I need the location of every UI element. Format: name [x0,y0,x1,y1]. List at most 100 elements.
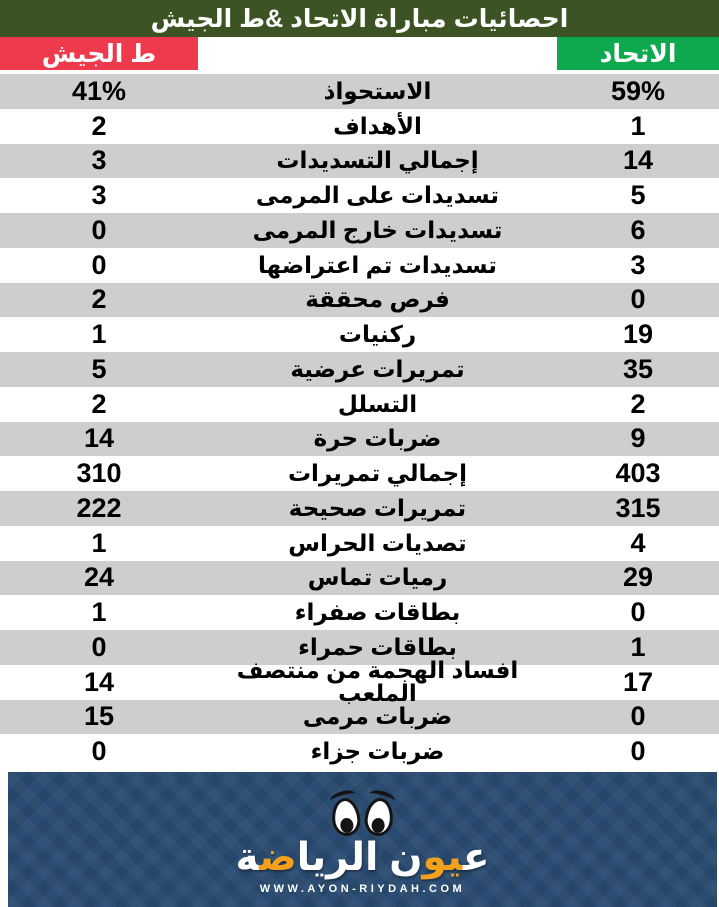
site-logo-text-part: ن [389,836,423,879]
away-value: 1 [91,597,107,628]
home-value: 0 [630,701,646,732]
away-value: 15 [83,701,115,732]
stat-label: تمريرات عرضية [290,355,465,382]
stat-row: 222 تمريرات صحيحة 315 [0,491,719,526]
site-logo-text-part [378,836,389,879]
stat-label: الاستحواذ [323,77,432,104]
away-value: 0 [91,249,107,280]
page-title: احصائيات مباراة الاتحاد &ط الجيش [150,4,569,33]
stat-row: 1 ركنيات 19 [0,317,719,352]
stat-row: 2 التسلل 2 [0,386,719,422]
home-value: 2 [630,388,646,419]
home-value: 4 [630,527,646,558]
stat-label: ضربات مرمى [302,703,453,730]
left-pupil-icon [339,817,355,834]
stat-row: 5 تمريرات عرضية 35 [0,352,719,387]
away-value: 0 [91,631,107,662]
stat-label: ضربات حرة [313,425,442,452]
stat-label: إجمالي التسديدات [276,147,479,174]
stat-row: 1 تصديات الحراس 4 [0,525,719,561]
page-title-bar: احصائيات مباراة الاتحاد &ط الجيش [0,0,719,37]
home-value: 17 [622,666,654,697]
away-value: 1 [91,527,107,558]
stat-row: 24 رميات تماس 29 [0,560,719,596]
away-value: 14 [83,423,115,454]
home-value: 3 [630,249,646,280]
away-value: 5 [91,353,107,384]
right-pupil-icon [370,817,386,834]
footer-banner: ع‍‍يون الرياض‍‍ة WWW.AYON-RIYDAH.COM [8,772,717,907]
stat-label: ركنيات [338,321,417,348]
site-logo-text-part: الريا [296,836,379,879]
stat-row: 3 تسديدات على المرمى 5 [0,178,719,213]
home-value: 35 [622,353,654,384]
home-value: 315 [615,492,661,523]
left-eyebrow-icon [328,787,358,807]
home-value: 59% [610,75,666,106]
site-logo-text-part: ‍ة [235,836,260,879]
stat-label: تصديات الحراس [288,529,467,556]
stat-label: بطاقات حمراء [298,633,457,660]
stats-table: 41% الاستحواذ 59% 2 الأهداف 1 3 إجمالي التسديدا… [0,74,719,769]
stat-row: 0 تسديدات خارج المرمى 6 [0,213,719,248]
team-home-header: الاتحاد [557,37,719,70]
away-value: 0 [91,736,107,767]
stat-label: تمريرات صحيحة [288,494,467,521]
home-value: 0 [630,736,646,767]
stat-row: 1 بطاقات صفراء 0 [0,595,719,630]
site-logo-text-part: ع‍ [462,836,490,879]
stat-row: 41% الاستحواذ 59% [0,74,719,109]
stat-row: 14 ضربات حرة 9 [0,421,719,457]
home-value: 0 [630,597,646,628]
stat-label: بطاقات صفراء [294,599,461,626]
stat-label: رميات تماس [307,564,448,591]
header-gap [0,70,719,74]
stat-label: الأهداف [333,112,422,139]
home-value: 29 [622,562,654,593]
away-value: 14 [83,666,115,697]
home-value: 5 [630,180,646,211]
home-value: 9 [630,423,646,454]
stat-row: 0 بطاقات حمراء 1 [0,630,719,665]
home-value: 403 [615,458,661,489]
stat-row: 3 إجمالي التسديدات 14 [0,143,719,179]
stat-row: 0 تسديدات تم اعتراضها 3 [0,247,719,283]
stat-row: 0 ضربات جزاء 0 [0,734,719,769]
away-value: 24 [83,562,115,593]
home-value: 0 [630,284,646,315]
site-url: WWW.AYON-RIYDAH.COM [259,882,466,895]
left-eye-icon [328,787,362,838]
site-logo-text-part: ض‍ [259,836,297,879]
stat-label: افساد الهجمة من منتصف الملعب [236,657,519,707]
team-home-name: الاتحاد [599,39,677,68]
stat-label: ضربات جزاء [310,738,445,765]
site-logo-text: ع‍‍يون الرياض‍‍ة [235,836,490,880]
stat-label: تسديدات على المرمى [255,182,500,209]
away-value: 3 [91,145,107,176]
right-eye-icon [363,787,397,838]
right-eyebrow-icon [367,787,397,807]
away-value: 2 [91,284,107,315]
stat-row: 310 إجمالي تمريرات 403 [0,456,719,491]
site-logo-text-part: ‍يو [422,836,463,879]
stat-label: تسديدات خارج المرمى [252,216,503,243]
stat-row: 2 الأهداف 1 [0,108,719,144]
eyes-logo-icon [328,787,397,838]
away-value: 0 [91,214,107,245]
stat-label: إجمالي تمريرات [287,460,468,487]
home-value: 19 [622,319,654,350]
stat-row: 14 افساد الهجمة من منتصف الملعب 17 [0,659,719,705]
stat-label: تسديدات تم اعتراضها [258,251,497,278]
team-header-row: ط الجيش الاتحاد [0,37,719,70]
home-value: 1 [630,110,646,141]
stat-label: التسلل [337,390,418,417]
away-value: 41% [71,75,127,106]
away-value: 3 [91,180,107,211]
team-away-header: ط الجيش [0,37,198,70]
away-value: 2 [91,388,107,419]
home-value: 1 [630,631,646,662]
away-value: 2 [91,110,107,141]
stat-row: 15 ضربات مرمى 0 [0,699,719,735]
home-value: 14 [622,145,654,176]
